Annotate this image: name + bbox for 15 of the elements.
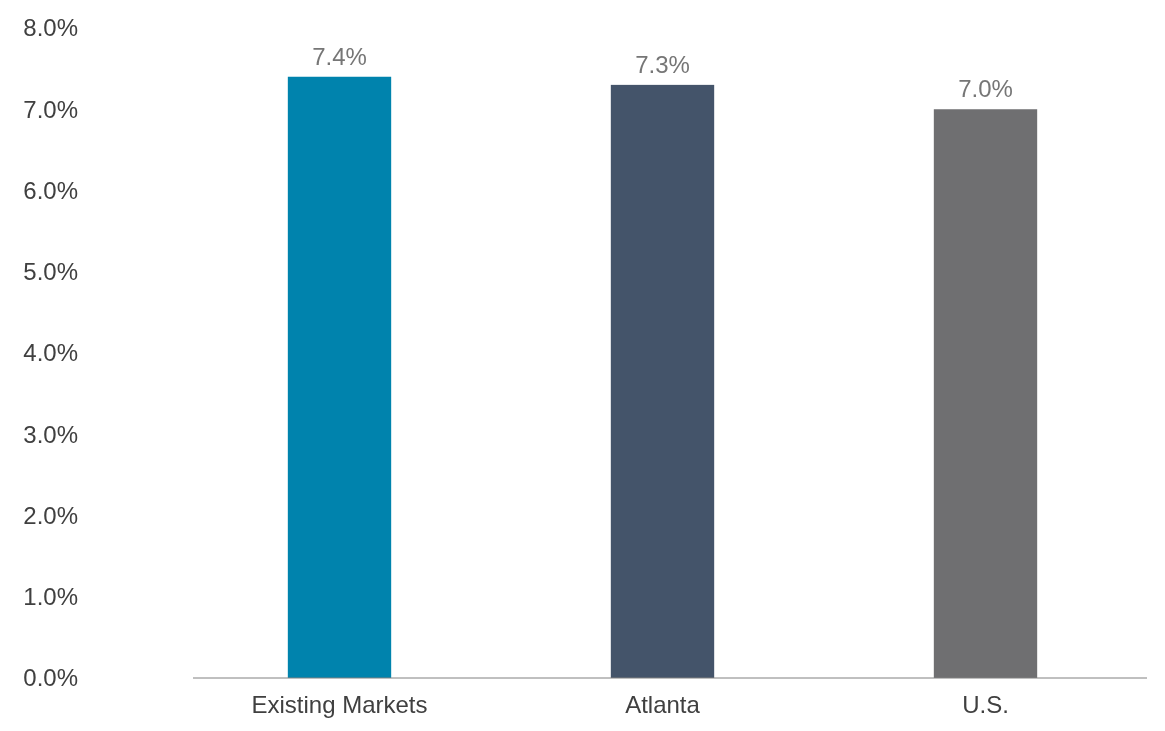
x-tick-label: Existing Markets [251, 691, 428, 718]
y-tick-label: 2.0% [23, 501, 78, 529]
data-label: 7.0% [958, 75, 1013, 103]
y-tick-label: 7.0% [23, 95, 78, 123]
y-tick-label: 1.0% [23, 583, 78, 611]
y-tick-label: 0.0% [23, 664, 78, 692]
y-tick-label: 3.0% [23, 420, 78, 448]
y-tick-label: 6.0% [23, 176, 78, 204]
y-tick-label: 5.0% [23, 258, 78, 286]
data-label: 7.4% [312, 42, 367, 70]
y-tick-label: 4.0% [23, 339, 78, 367]
x-tick-label: Atlanta [625, 691, 701, 718]
y-tick-label: 8.0% [23, 14, 78, 42]
data-label: 7.3% [635, 50, 690, 78]
x-tick-label: U.S. [962, 691, 1009, 718]
